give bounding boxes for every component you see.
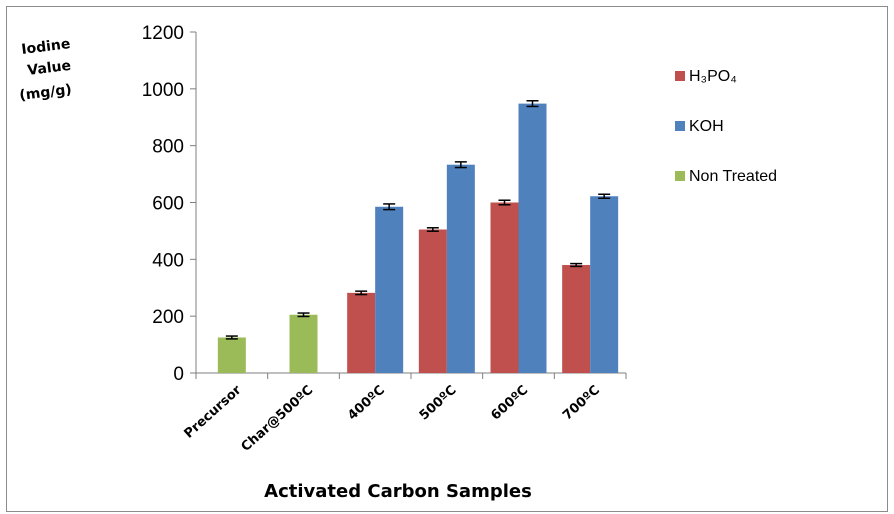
legend-swatch: [675, 71, 685, 81]
bar: [418, 229, 447, 373]
legend-swatch: [675, 121, 685, 131]
bar: [289, 314, 318, 373]
y-axis-label: Iodine Value (mg/g): [19, 36, 73, 104]
y-tick-label: 1200: [142, 23, 184, 44]
bar: [518, 103, 547, 374]
axes: [190, 31, 627, 379]
bar: [446, 164, 475, 373]
x-tick-label: 400ºC: [345, 383, 388, 424]
error-bars: [225, 100, 611, 340]
bar: [490, 202, 519, 373]
x-tick-label: 600ºC: [488, 383, 531, 424]
legend-label: H₃PO₄: [689, 68, 737, 85]
legend-label: Non Treated: [689, 168, 777, 185]
y-axis-label-line-3: (mg/g): [19, 82, 73, 104]
y-tick-label: 0: [173, 364, 184, 385]
y-axis-label-line-2: Value: [27, 58, 72, 79]
y-tick-labels: 0 200 400 600 800 1000 1200: [142, 23, 184, 385]
legend-swatch: [675, 171, 685, 181]
bar: [590, 196, 619, 373]
y-tick-label: 400: [152, 250, 184, 271]
x-axis-label: Activated Carbon Samples: [264, 481, 532, 502]
x-tick-label: 700ºC: [560, 383, 603, 424]
y-tick-label: 200: [152, 307, 184, 328]
y-tick-label: 800: [152, 137, 184, 158]
x-tick-label: Char@500ºC: [239, 383, 317, 455]
bars: [217, 103, 619, 374]
y-axis-label-line-1: Iodine: [21, 36, 72, 58]
y-tick-label: 600: [152, 194, 184, 215]
bar: [347, 292, 376, 373]
x-tick-label: 500ºC: [417, 383, 460, 424]
bar: [375, 206, 404, 373]
y-tick-label: 1000: [142, 80, 184, 101]
legend-label: KOH: [689, 118, 724, 135]
x-tick-label: Precursor: [182, 382, 245, 441]
legend: H₃PO₄ KOH Non Treated: [675, 68, 777, 185]
bar: [562, 265, 591, 373]
bar: [217, 337, 246, 373]
